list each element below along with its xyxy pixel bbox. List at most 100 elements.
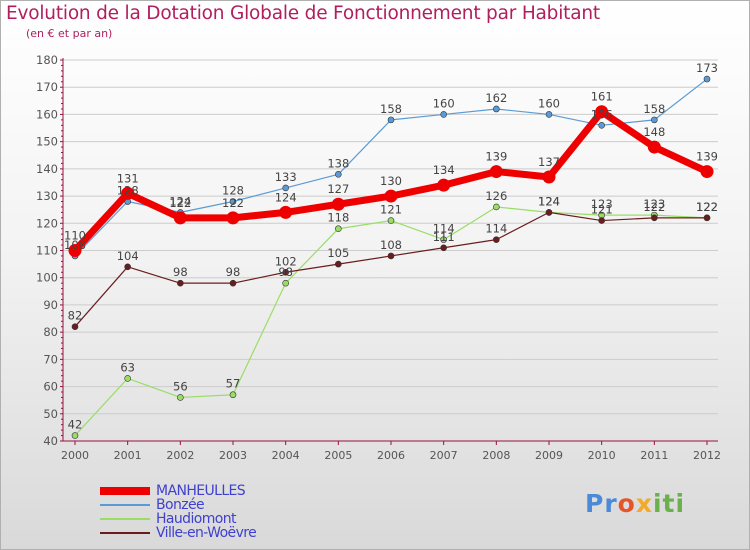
point-manheulles-2008: [489, 165, 503, 179]
point-haudiomont-2003: [229, 391, 237, 399]
data-label-ville-2012: 122: [696, 200, 718, 214]
x-tick-label-2005: 2005: [324, 449, 352, 462]
data-label-bonzee-2006: 158: [380, 102, 402, 116]
point-bonzee-2011: [651, 116, 658, 124]
data-label-bonzee-2004: 133: [275, 170, 297, 184]
data-label-bonzee-2010: 156: [591, 107, 613, 121]
data-label-haudiomont-2010: 123: [591, 197, 613, 211]
point-manheulles-2003: [226, 211, 240, 225]
data-label-manheulles-2002: 122: [169, 196, 191, 210]
y-tick-label-130: 130: [36, 189, 58, 203]
x-tick-label-2008: 2008: [482, 449, 510, 462]
point-bonzee-2007: [440, 111, 447, 118]
x-tick-label-2011: 2011: [640, 449, 668, 462]
x-tick-label-2006: 2006: [377, 449, 405, 462]
x-tick-label-2000: 2000: [61, 449, 89, 462]
data-label-haudiomont-2003: 57: [226, 377, 241, 391]
point-haudiomont-2000: [71, 432, 79, 439]
legend-swatch-manheulles: [100, 487, 150, 495]
point-manheulles-2009: [542, 170, 556, 184]
data-label-manheulles-2005: 127: [327, 182, 349, 196]
data-label-ville-2008: 114: [485, 222, 507, 236]
data-label-ville-2001: 104: [117, 249, 139, 263]
point-ville-2012: [703, 214, 711, 222]
x-tick-label-2002: 2002: [166, 449, 194, 462]
data-label-ville-2009: 124: [538, 194, 560, 208]
point-haudiomont-2001: [124, 375, 131, 382]
legend-label-bonzee: Bonzée: [156, 497, 205, 513]
data-label-bonzee-2005: 138: [327, 156, 349, 170]
data-label-haudiomont-2001: 63: [120, 360, 135, 374]
point-manheulles-2010: [595, 105, 609, 119]
data-label-ville-2010: 121: [591, 203, 613, 217]
data-label-bonzee-2002: 124: [169, 194, 191, 208]
data-label-haudiomont-2008: 126: [485, 189, 507, 203]
data-label-manheulles-2012: 139: [696, 150, 718, 164]
point-manheulles-2006: [384, 189, 398, 203]
point-bonzee-2010: [598, 122, 605, 129]
point-ville-2008: [493, 236, 500, 243]
data-label-ville-2007: 111: [433, 230, 455, 244]
series-line-ville: [74, 211, 708, 328]
point-ville-2002: [177, 279, 184, 287]
legend-swatch-haudiomont: [100, 518, 150, 520]
y-tick-label-60: 60: [43, 380, 58, 394]
data-label-manheulles-2009: 137: [538, 155, 560, 169]
y-tick-label-170: 170: [36, 80, 58, 94]
point-ville-2003: [229, 279, 237, 287]
data-label-manheulles-2004: 124: [275, 190, 297, 204]
grid-lines: [63, 59, 718, 442]
point-manheulles-2000: [68, 244, 82, 257]
y-tick-label-160: 160: [36, 107, 58, 121]
data-label-ville-2003: 98: [226, 265, 241, 279]
brand-logo: Proxiti: [585, 489, 686, 518]
data-label-haudiomont-2002: 56: [173, 379, 188, 393]
legend-label-haudiomont: Haudiomont: [156, 511, 236, 527]
y-tick-label-50: 50: [43, 407, 58, 421]
point-ville-2006: [387, 252, 395, 260]
point-bonzee-2004: [282, 184, 289, 192]
point-ville-2001: [124, 263, 131, 271]
point-ville-2010: [598, 217, 605, 224]
legend-swatch-bonzee: [100, 504, 150, 506]
data-label-ville-2004: 102: [275, 254, 297, 268]
legend-label-manheulles: MANHEULLES: [156, 483, 246, 499]
data-label-ville-2000: 82: [68, 309, 83, 323]
chart-subtitle: (en € et par an): [26, 27, 113, 40]
point-ville-2000: [71, 323, 79, 331]
data-label-haudiomont-2005: 118: [327, 211, 349, 225]
x-tick-label-2003: 2003: [219, 449, 247, 462]
x-tick-label-2007: 2007: [430, 449, 458, 462]
data-label-bonzee-2012: 173: [696, 61, 718, 75]
data-label-bonzee-2011: 158: [643, 102, 665, 116]
point-haudiomont-2002: [177, 394, 184, 401]
data-label-bonzee-2000: 108: [64, 238, 86, 252]
data-label-haudiomont-2000: 42: [68, 418, 83, 432]
data-label-bonzee-2007: 160: [433, 96, 455, 110]
point-manheulles-2011: [647, 140, 661, 154]
data-label-manheulles-2010: 161: [591, 90, 613, 104]
point-manheulles-2005: [331, 197, 345, 211]
data-label-bonzee-2003: 128: [222, 184, 244, 198]
point-bonzee-2012: [703, 75, 711, 83]
point-manheulles-2001: [121, 186, 135, 200]
legend-swatch-ville-en-woevre: [100, 532, 150, 534]
point-ville-2011: [651, 214, 658, 222]
point-ville-2007: [440, 244, 447, 252]
y-tick-label-80: 80: [43, 325, 58, 339]
point-bonzee-2003: [229, 198, 237, 205]
data-label-haudiomont-2012: 122: [696, 200, 718, 214]
point-manheulles-2004: [279, 205, 293, 219]
point-bonzee-2009: [545, 111, 553, 118]
y-tick-label-70: 70: [43, 352, 58, 366]
point-bonzee-2005: [335, 171, 342, 178]
point-bonzee-2008: [493, 105, 500, 113]
data-label-haudiomont-2006: 121: [380, 203, 402, 217]
data-label-haudiomont-2004: 98: [278, 265, 293, 279]
data-label-haudiomont-2009: 124: [538, 194, 560, 208]
data-label-ville-2006: 108: [380, 238, 402, 252]
point-manheulles-2002: [173, 211, 187, 225]
data-label-haudiomont-2011: 123: [643, 197, 665, 211]
